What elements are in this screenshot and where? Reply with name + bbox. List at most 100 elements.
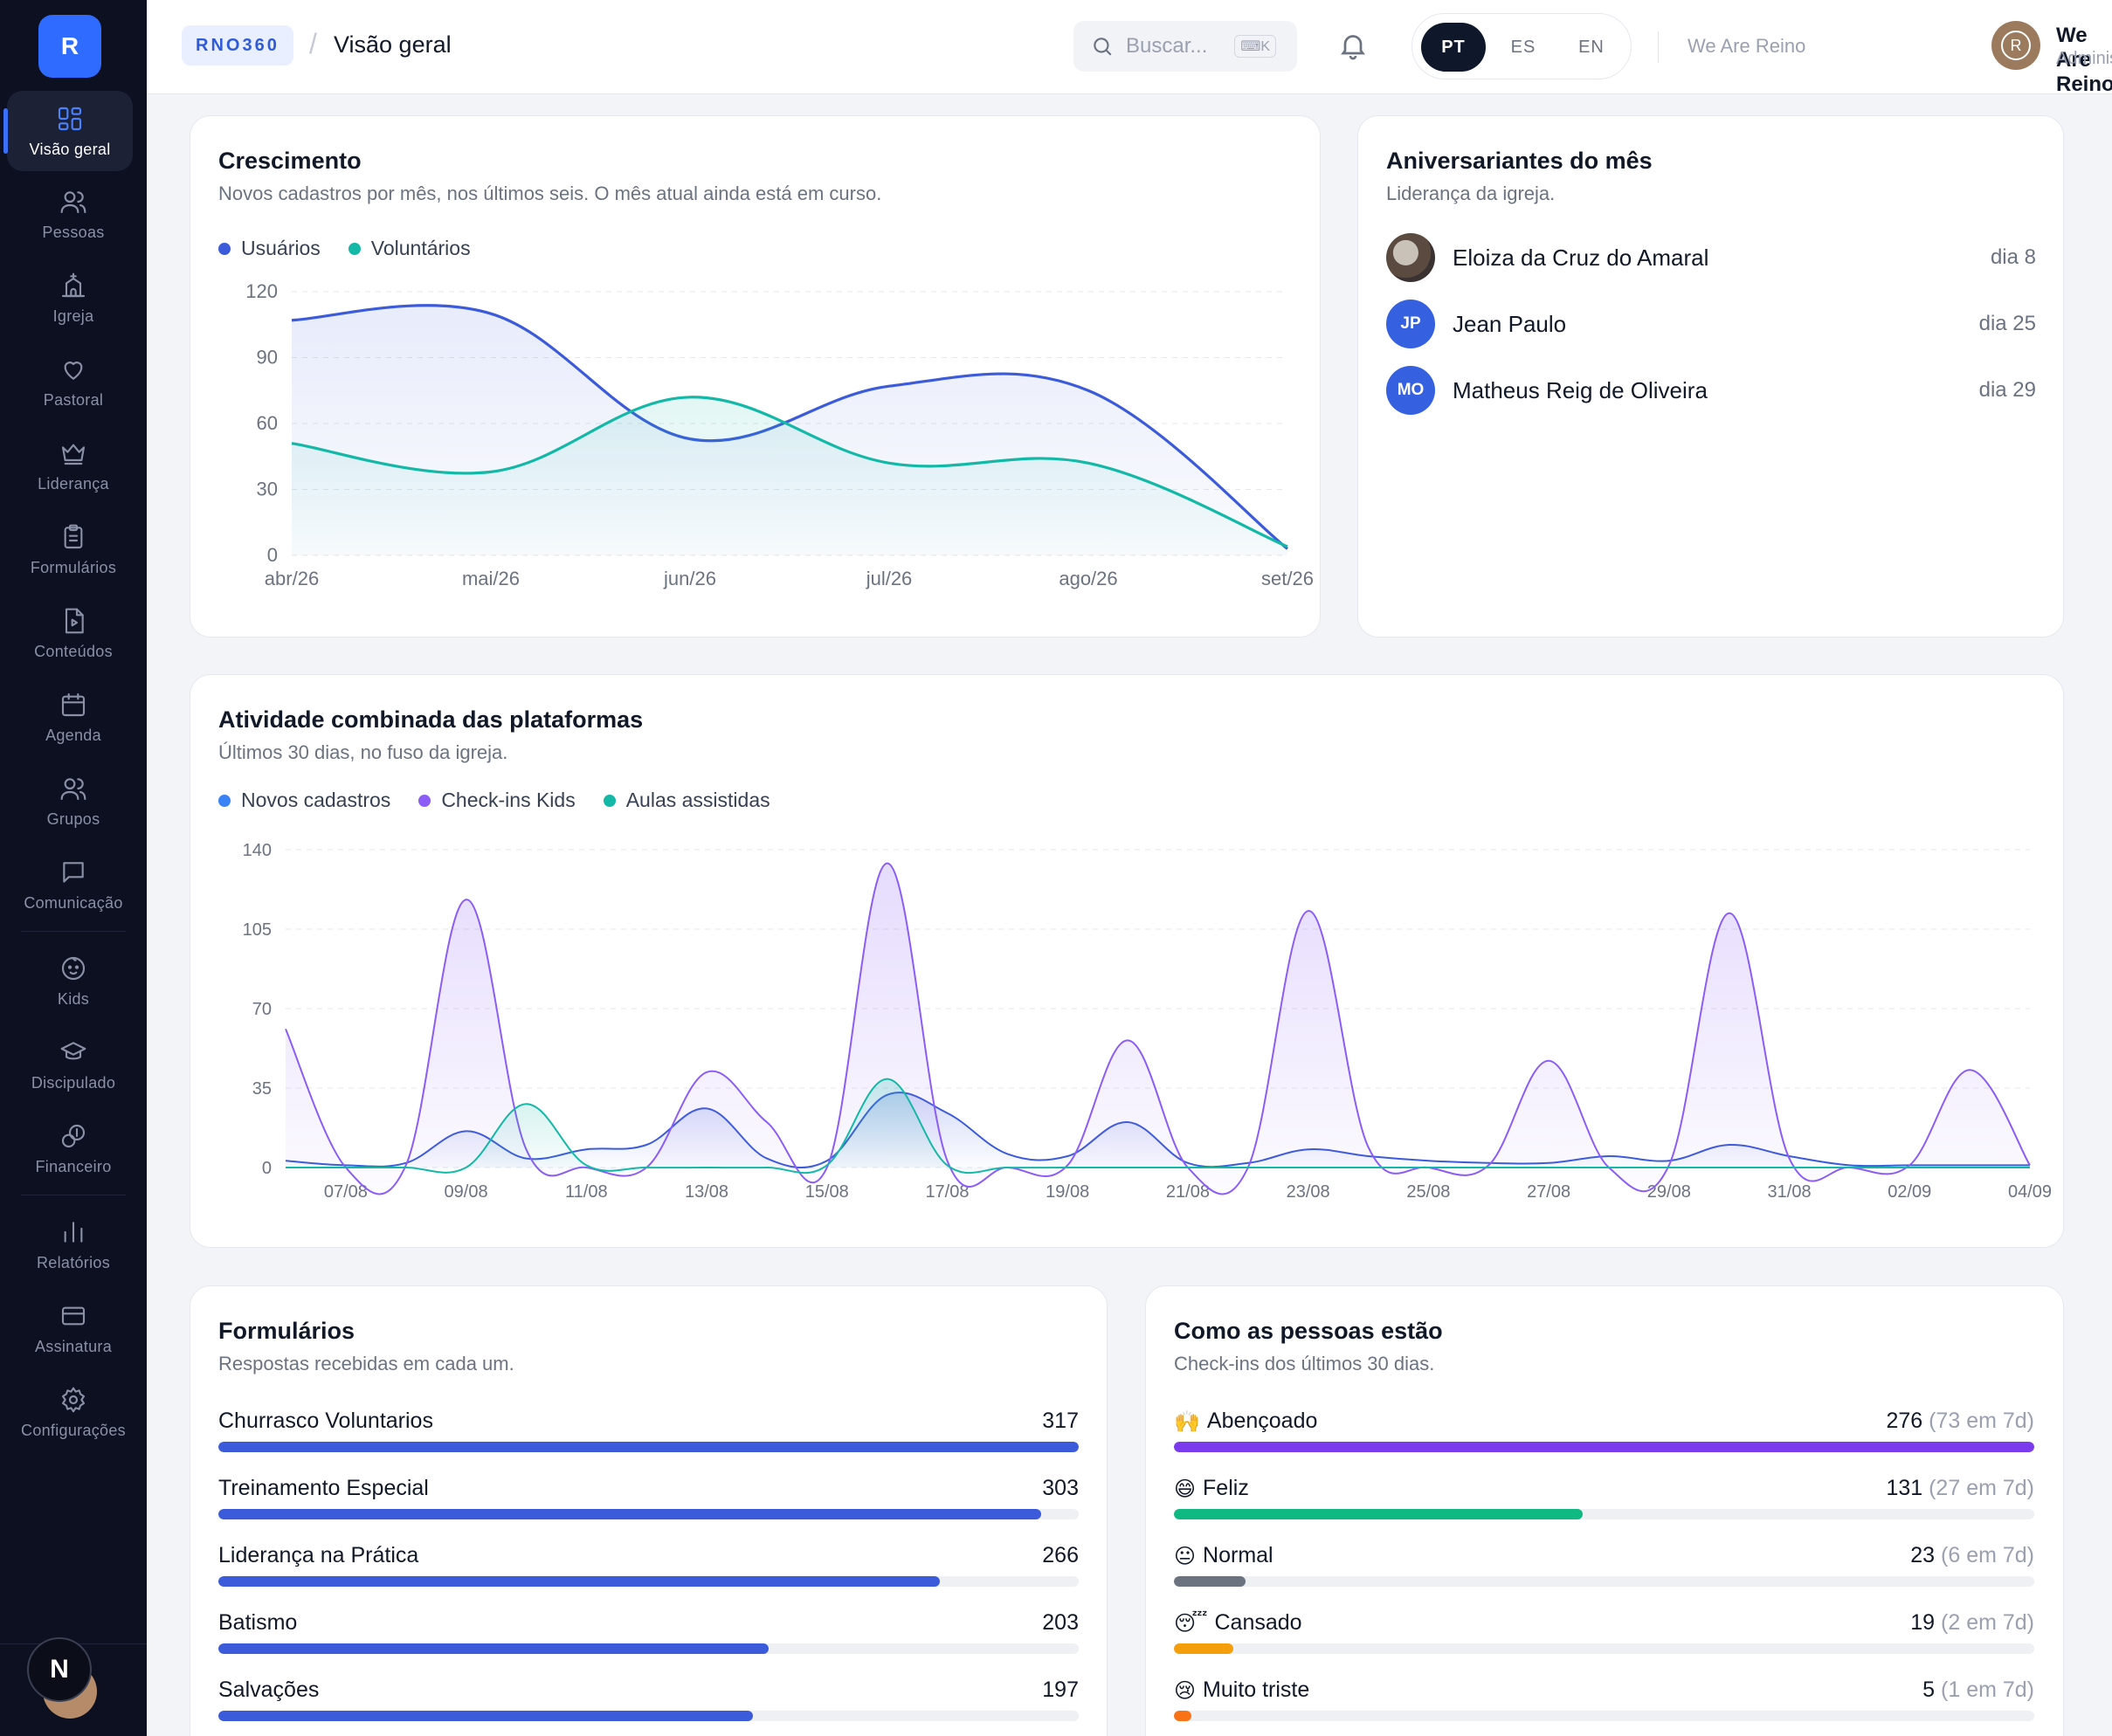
- mood-title: Como as pessoas estão: [1174, 1318, 1443, 1344]
- activity-chart: 0 35 70 105 140 07/08 09/08 11/08 13/08 15/08 17/0…: [243, 841, 2052, 1202]
- growth-chart: 0 30 60 90 120 abr/26 mai/26 jun/26 jul/26 ago/26…: [245, 280, 1314, 589]
- sidebar-item-comunicacao[interactable]: Comunicação: [0, 844, 147, 925]
- sidebar-item-igreja[interactable]: Igreja: [0, 258, 147, 338]
- mood-row: 😴 Cansado 19 (2 em 7d): [1174, 1610, 2034, 1659]
- bar-value: 23 (6 em 7d): [1910, 1543, 2034, 1568]
- sidebar-item-label: Liderança: [38, 474, 109, 493]
- x-tick-label: 19/08: [1046, 1182, 1089, 1202]
- sidebar-item-discipulado[interactable]: Discipulado: [0, 1024, 147, 1105]
- bar-value: 276 (73 em 7d): [1886, 1409, 2034, 1434]
- avatar[interactable]: R: [1991, 21, 2040, 70]
- row-value: 203: [1042, 1610, 1079, 1635]
- bar-label: Salvações: [218, 1677, 319, 1703]
- row-value: 317: [1042, 1409, 1079, 1433]
- sidebar-item-label: Comunicação: [24, 893, 123, 912]
- sidebar-item-lideranca[interactable]: Liderança: [0, 425, 147, 506]
- sidebar-item-agenda[interactable]: Agenda: [0, 677, 147, 757]
- sidebar-item-conteudos[interactable]: Conteúdos: [0, 593, 147, 673]
- legend-dot: [218, 794, 231, 807]
- sidebar-item-configuracoes[interactable]: Configurações: [0, 1372, 147, 1452]
- sidebar-item-relatorios[interactable]: Relatórios: [0, 1204, 147, 1285]
- y-tick-label: 105: [243, 920, 272, 940]
- graduation-icon: [59, 1037, 88, 1067]
- form-row[interactable]: Salvações 197: [218, 1677, 1079, 1726]
- sidebar-item-label: Igreja: [52, 307, 94, 325]
- sidebar-item-assinatura[interactable]: Assinatura: [0, 1288, 147, 1368]
- form-row[interactable]: Batismo 203: [218, 1610, 1079, 1659]
- x-tick-label: 11/08: [565, 1182, 608, 1202]
- app-logo[interactable]: R: [38, 15, 101, 78]
- mood-emoji-icon: 😴: [1174, 1610, 1208, 1636]
- sidebar-item-grupos[interactable]: Grupos: [0, 761, 147, 841]
- mood-emoji-icon: 😄: [1174, 1476, 1197, 1501]
- series-line-1: [291, 396, 1288, 548]
- form-row[interactable]: Churrasco Voluntarios 317: [218, 1409, 1079, 1457]
- x-tick-label: 21/08: [1166, 1182, 1210, 1202]
- row-week-value: (73 em 7d): [1929, 1409, 2034, 1433]
- sidebar-item-label: Conteúdos: [34, 642, 113, 660]
- user-name[interactable]: We Are Reino: [2056, 24, 2112, 96]
- sidebar-item-financeiro[interactable]: Financeiro: [0, 1108, 147, 1188]
- birthday-day: dia 8: [1990, 245, 2036, 269]
- bar-value: 317: [1042, 1409, 1079, 1434]
- x-tick-label: 04/09: [2008, 1182, 2052, 1202]
- bar-value: 266: [1042, 1543, 1079, 1568]
- mood-row: 😄 Feliz 131 (27 em 7d): [1174, 1476, 2034, 1525]
- birthday-row[interactable]: Eloiza da Cruz do Amaral dia 8: [1386, 233, 2036, 282]
- legend-dot: [603, 794, 616, 807]
- sidebar-item-pastoral[interactable]: Pastoral: [0, 341, 147, 422]
- activity-card: Atividade combinada das plataformas Últi…: [190, 674, 2064, 1248]
- activity-subtitle: Últimos 30 dias, no fuso da igreja.: [218, 741, 508, 763]
- series-area-1: [292, 396, 1287, 555]
- progress-track: [1174, 1643, 2034, 1654]
- avatar: MO: [1386, 366, 1435, 415]
- legend-label: Usuários: [241, 237, 321, 259]
- birthdays-title: Aniversariantes do mês: [1386, 148, 1653, 174]
- x-tick-label: 15/08: [805, 1182, 849, 1202]
- progress-track: [218, 1509, 1079, 1519]
- row-value: 276: [1886, 1409, 1923, 1433]
- row-label: Muito triste: [1203, 1677, 1310, 1702]
- legend-label: Novos cadastros: [241, 789, 391, 811]
- y-tick-label: 0: [262, 1159, 272, 1178]
- next-badge[interactable]: N: [27, 1637, 92, 1702]
- search-shortcut: ⌨K: [1234, 35, 1276, 58]
- forms-subtitle: Respostas recebidas em cada um.: [218, 1353, 514, 1374]
- bar-chart-icon: [59, 1217, 88, 1247]
- row-week-value: (27 em 7d): [1929, 1476, 2034, 1500]
- birthday-row[interactable]: MO Matheus Reig de Oliveira dia 29: [1386, 366, 2036, 415]
- sidebar-item-formularios[interactable]: Formulários: [0, 509, 147, 589]
- x-tick-label: mai/26: [462, 568, 520, 589]
- form-row[interactable]: Treinamento Especial 303: [218, 1476, 1079, 1525]
- bar-label: Churrasco Voluntarios: [218, 1409, 433, 1434]
- sidebar-item-label: Financeiro: [35, 1157, 112, 1175]
- lang-pt-button[interactable]: PT: [1421, 23, 1486, 72]
- bar-value: 303: [1042, 1476, 1079, 1501]
- lang-es-button[interactable]: ES: [1510, 37, 1536, 57]
- user-role: Administrador: [2056, 49, 2112, 68]
- calendar-icon: [59, 690, 88, 720]
- lang-en-button[interactable]: EN: [1578, 37, 1605, 57]
- x-tick-label: 23/08: [1287, 1182, 1330, 1202]
- form-row[interactable]: Liderança na Prática 266: [218, 1543, 1079, 1592]
- people-icon: [59, 187, 88, 217]
- sidebar-item-label: Visão geral: [29, 140, 111, 158]
- bell-icon[interactable]: [1337, 30, 1369, 61]
- brand-chip[interactable]: RNO360: [182, 25, 293, 65]
- progress-track: [218, 1442, 1079, 1452]
- birthday-row[interactable]: JP Jean Paulo dia 25: [1386, 300, 2036, 348]
- sidebar-item-kids[interactable]: Kids: [0, 940, 147, 1021]
- mood-emoji-icon: 😢: [1174, 1677, 1197, 1703]
- sidebar-item-visao-geral[interactable]: Visão geral: [3, 91, 133, 171]
- search-input[interactable]: Buscar... ⌨K: [1073, 21, 1297, 72]
- row-value: 23: [1910, 1543, 1936, 1567]
- progress-fill: [218, 1576, 941, 1587]
- series-line-2: [285, 1078, 2030, 1175]
- progress-fill: [218, 1509, 1041, 1519]
- sidebar-item-pessoas[interactable]: Pessoas: [0, 174, 147, 254]
- legend-item-new-signups: Novos cadastros: [218, 789, 390, 812]
- progress-track: [1174, 1442, 2034, 1452]
- row-week-value: (1 em 7d): [1941, 1677, 2034, 1702]
- bar-value: 131 (27 em 7d): [1886, 1476, 2034, 1501]
- legend-dot: [348, 242, 361, 255]
